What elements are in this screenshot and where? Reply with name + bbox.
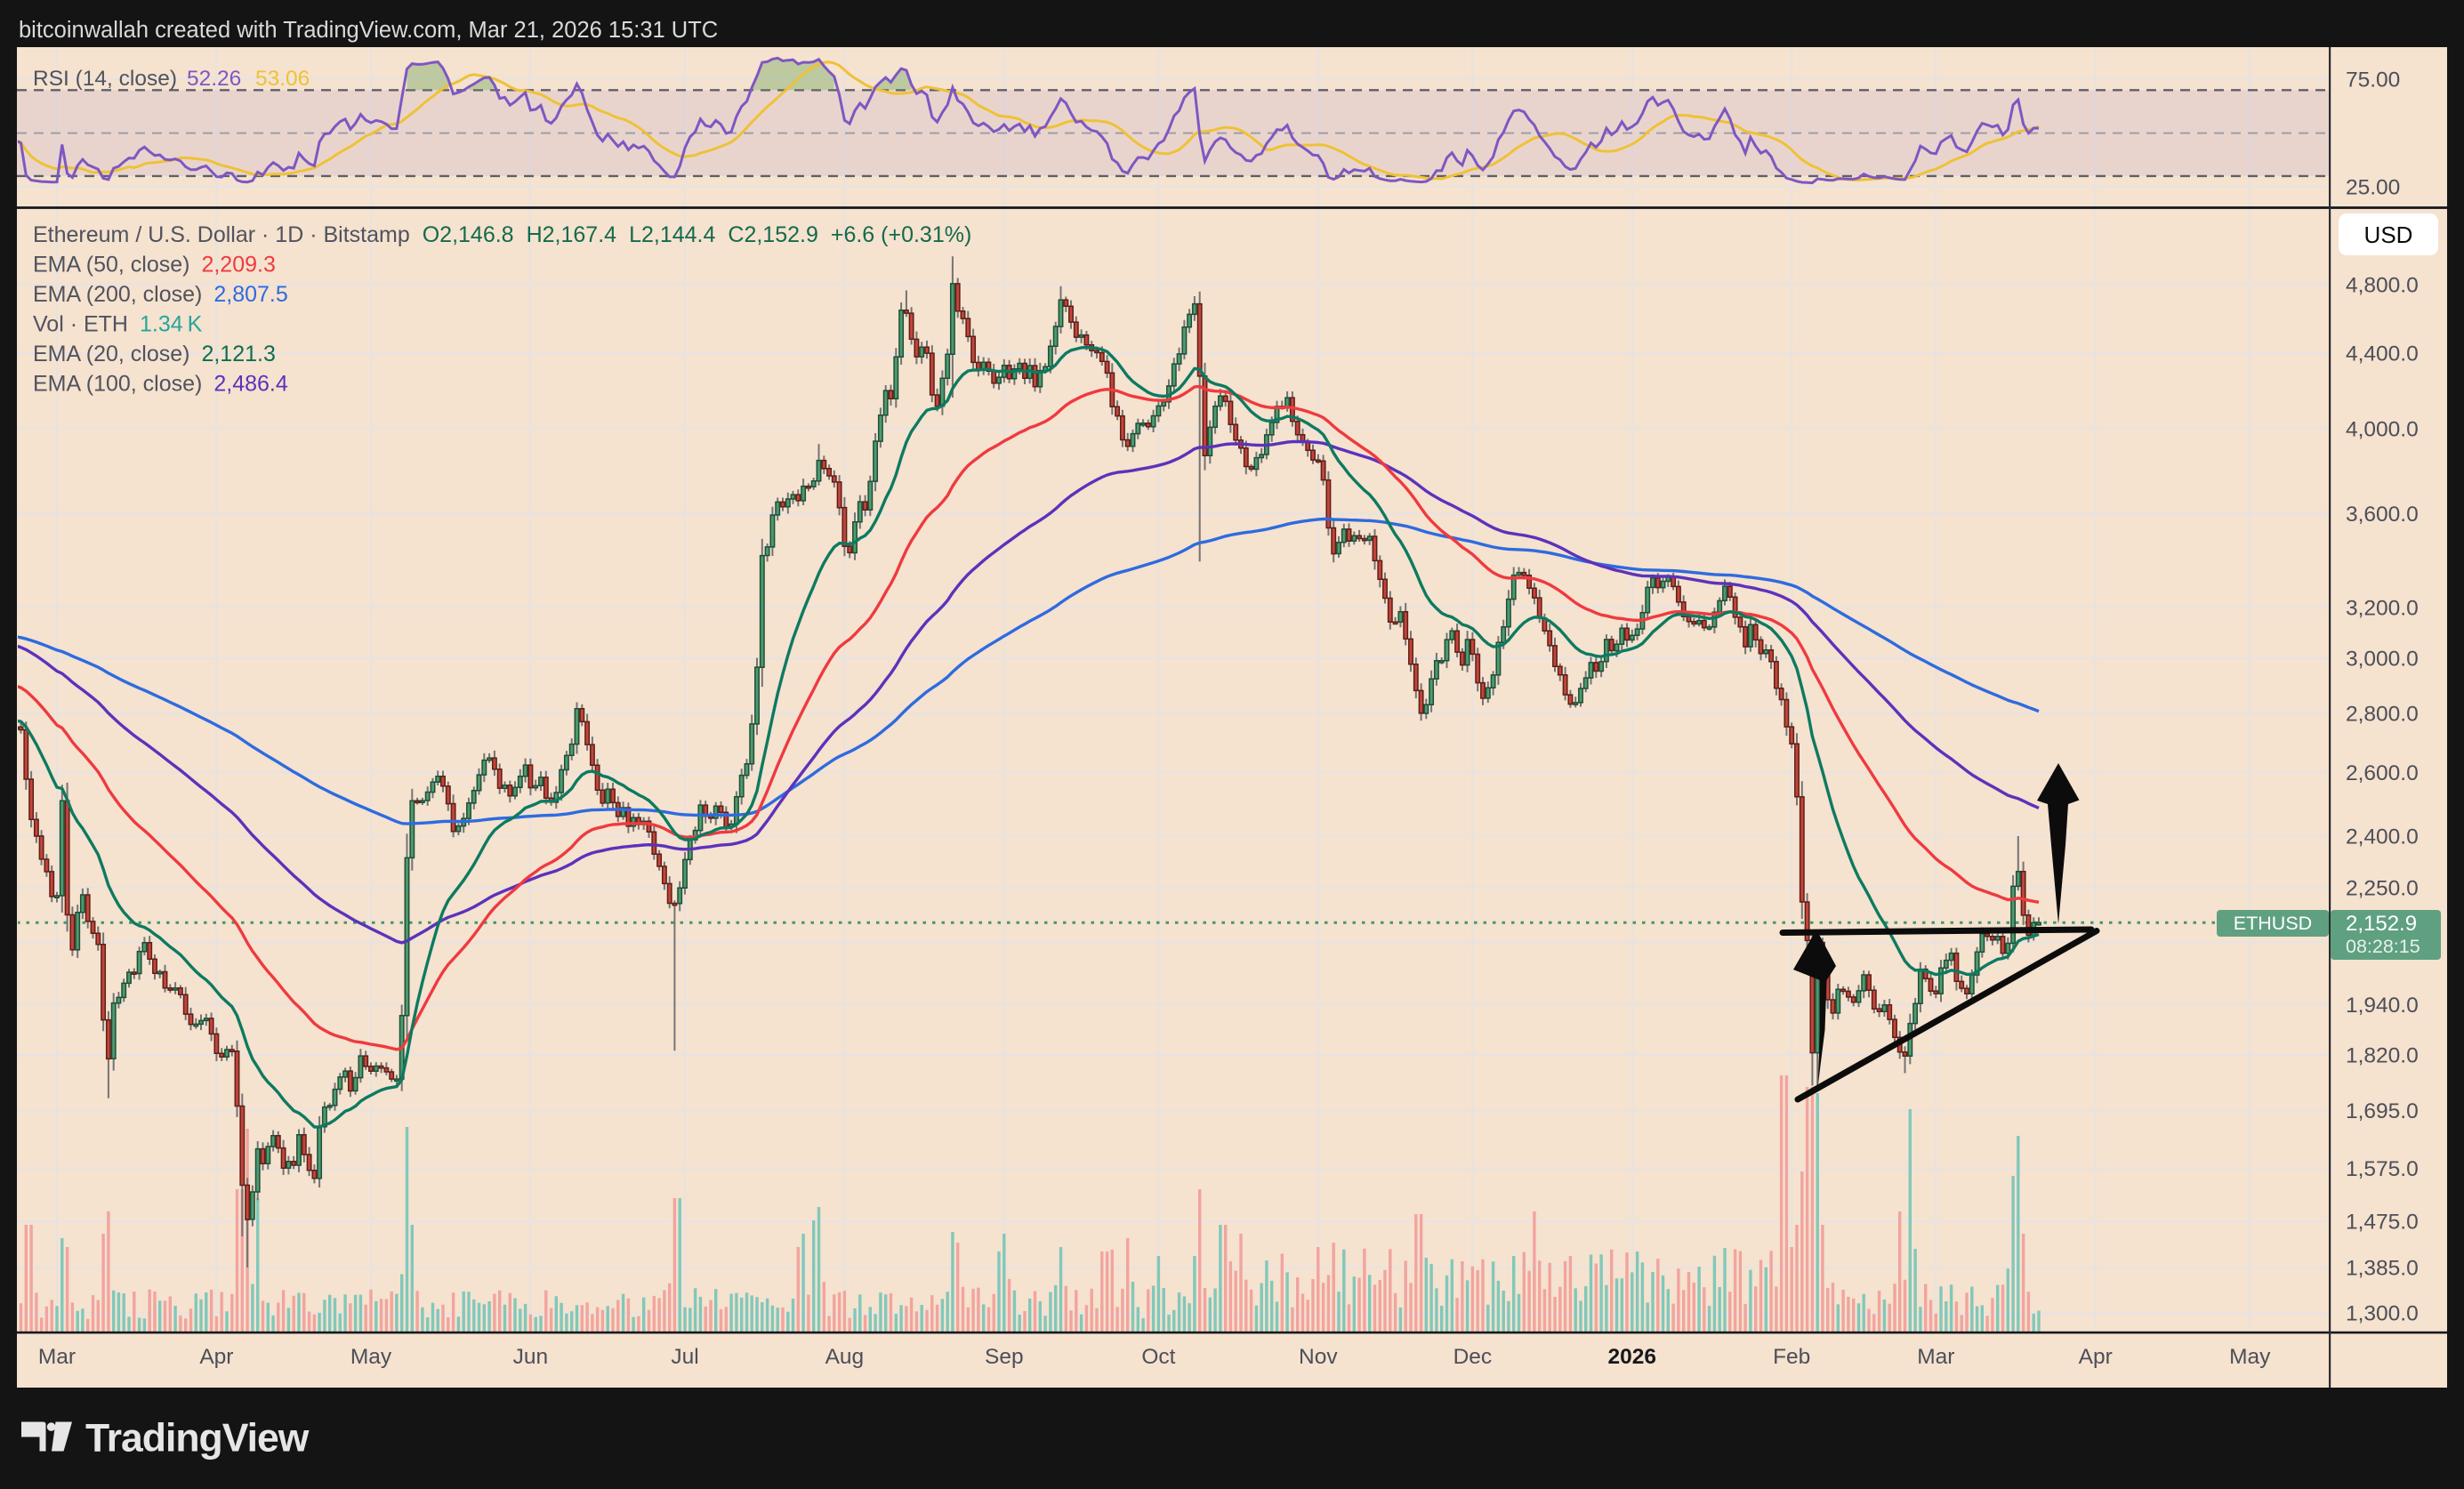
- svg-text:4,000.0: 4,000.0: [2346, 418, 2419, 442]
- svg-text:08:28:15: 08:28:15: [2346, 936, 2420, 957]
- svg-text:4,800.0: 4,800.0: [2346, 274, 2419, 298]
- svg-text:Nov: Nov: [1299, 1345, 1338, 1369]
- svg-text:Mar: Mar: [38, 1345, 76, 1369]
- svg-text:bitcoinwallah created with Tra: bitcoinwallah created with TradingView.c…: [19, 18, 718, 43]
- svg-text:Ethereum / U.S. Dollar · 1D ·: Ethereum / U.S. Dollar · 1D · Bitstamp O2…: [33, 222, 971, 247]
- svg-text:2,400.0: 2,400.0: [2346, 825, 2419, 849]
- svg-text:1,300.0: 1,300.0: [2346, 1302, 2419, 1326]
- svg-text:USD: USD: [2364, 221, 2413, 248]
- svg-text:Oct: Oct: [1141, 1345, 1175, 1369]
- svg-text:1,475.0: 1,475.0: [2346, 1211, 2419, 1235]
- svg-text:75.00: 75.00: [2346, 68, 2400, 93]
- svg-text:53.06: 53.06: [255, 67, 310, 91]
- svg-text:3,000.0: 3,000.0: [2346, 648, 2419, 672]
- svg-text:Jul: Jul: [671, 1345, 698, 1369]
- svg-text:3,200.0: 3,200.0: [2346, 597, 2419, 621]
- svg-text:Sep: Sep: [985, 1345, 1024, 1369]
- svg-text:2,152.9: 2,152.9: [2346, 912, 2417, 936]
- svg-text:TradingView: TradingView: [85, 1417, 310, 1461]
- svg-text:Mar: Mar: [1917, 1345, 1954, 1369]
- svg-text:2026: 2026: [1608, 1345, 1657, 1369]
- svg-text:2,250.0: 2,250.0: [2346, 877, 2419, 901]
- svg-text:Feb: Feb: [1773, 1345, 1810, 1369]
- svg-text:ETHUSD: ETHUSD: [2234, 913, 2312, 934]
- svg-text:Apr: Apr: [2079, 1345, 2113, 1369]
- svg-text:Dec: Dec: [1453, 1345, 1493, 1369]
- svg-text:RSI (14, close): RSI (14, close): [33, 67, 177, 91]
- svg-text:3,600.0: 3,600.0: [2346, 503, 2419, 527]
- svg-text:May: May: [2229, 1345, 2271, 1369]
- svg-text:May: May: [350, 1345, 392, 1369]
- svg-text:1,940.0: 1,940.0: [2346, 994, 2419, 1018]
- svg-text:EMA (100, close)2,486.4: EMA (100, close) 2,486.4: [33, 372, 288, 397]
- svg-text:EMA (50, close)2,209.3: EMA (50, close) 2,209.3: [33, 253, 276, 278]
- svg-text:1,575.0: 1,575.0: [2346, 1157, 2419, 1181]
- svg-text:2,800.0: 2,800.0: [2346, 703, 2419, 727]
- svg-text:EMA (20, close)2,121.3: EMA (20, close) 2,121.3: [33, 342, 276, 366]
- svg-text:Apr: Apr: [199, 1345, 233, 1369]
- svg-text:1,695.0: 1,695.0: [2346, 1099, 2419, 1123]
- svg-text:4,400.0: 4,400.0: [2346, 342, 2419, 366]
- svg-text:2,600.0: 2,600.0: [2346, 761, 2419, 785]
- svg-text:Jun: Jun: [513, 1345, 549, 1369]
- svg-text:1,385.0: 1,385.0: [2346, 1257, 2419, 1281]
- svg-text:52.26: 52.26: [187, 67, 241, 91]
- svg-text:25.00: 25.00: [2346, 176, 2400, 200]
- svg-text:EMA (200, close)2,807.5: EMA (200, close) 2,807.5: [33, 282, 288, 307]
- svg-text:Aug: Aug: [825, 1345, 865, 1369]
- svg-text:1,820.0: 1,820.0: [2346, 1044, 2419, 1068]
